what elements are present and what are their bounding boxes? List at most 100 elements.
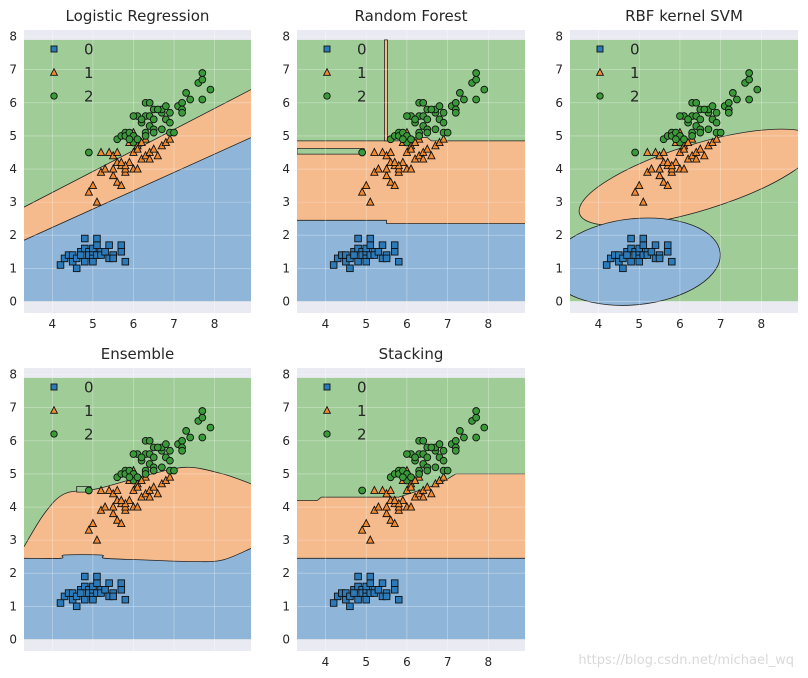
point-class-0: [374, 248, 383, 256]
point-class-0: [101, 248, 109, 256]
point-class-0: [72, 602, 81, 611]
point-class-2: [696, 115, 705, 124]
legend-label: 1: [84, 64, 94, 82]
watermark: https://blog.csdn.net/michael_wq: [578, 653, 794, 668]
legend-marker-triangle: [322, 67, 332, 76]
point-class-0: [668, 257, 676, 266]
point-class-1: [422, 482, 432, 491]
point-class-2: [85, 486, 93, 495]
legend-label: 1: [84, 402, 94, 420]
point-class-1: [374, 164, 383, 173]
point-class-2: [733, 95, 741, 104]
x-tick-label: 4: [322, 317, 330, 331]
legend-marker-square: [50, 45, 58, 53]
point-class-0: [390, 579, 399, 587]
point-class-2: [631, 148, 639, 157]
region-class-0: [570, 217, 721, 306]
point-class-2: [692, 98, 701, 107]
x-tick-label: 5: [635, 317, 643, 331]
point-class-1: [96, 485, 106, 494]
x-tick-label: 6: [130, 317, 138, 331]
legend-label: 2: [630, 88, 640, 106]
point-class-2: [182, 89, 190, 97]
y-tick-label: 4: [282, 500, 290, 514]
point-class-0: [390, 248, 399, 256]
point-class-0: [329, 599, 338, 607]
y-tick-label: 0: [282, 294, 290, 308]
point-class-2: [696, 128, 705, 137]
point-class-2: [439, 456, 448, 465]
point-class-0: [366, 234, 375, 243]
point-class-2: [704, 125, 713, 134]
point-class-0: [354, 234, 362, 243]
point-class-1: [406, 144, 416, 153]
point-class-0: [121, 595, 130, 604]
point-class-2: [206, 85, 215, 94]
point-class-2: [166, 446, 174, 455]
point-class-2: [415, 470, 423, 478]
point-class-0: [76, 589, 85, 597]
point-class-1: [357, 187, 367, 196]
legend-marker-triangle: [595, 67, 605, 76]
point-class-1: [108, 170, 118, 180]
y-tick-label: 2: [9, 228, 17, 242]
point-class-2: [724, 98, 733, 107]
point-class-2: [745, 95, 753, 104]
point-class-1: [700, 150, 709, 160]
point-class-0: [390, 241, 399, 249]
y-tick-label: 8: [555, 30, 563, 44]
point-class-2: [178, 108, 186, 117]
y-tick-label: 5: [9, 467, 17, 481]
boundary-lower: [297, 219, 525, 224]
point-class-2: [399, 473, 407, 482]
point-class-1: [691, 154, 701, 163]
point-class-2: [472, 413, 480, 422]
legend-marker-triangle: [322, 405, 332, 414]
point-class-2: [157, 463, 166, 472]
point-class-0: [362, 595, 370, 604]
point-class-0: [382, 592, 391, 601]
point-class-2: [125, 135, 134, 144]
point-class-1: [149, 482, 159, 491]
point-class-1: [116, 495, 126, 504]
y-tick-label: 4: [9, 500, 17, 514]
y-tick-label: 8: [282, 368, 290, 382]
point-class-2: [423, 115, 432, 124]
point-class-1: [663, 180, 673, 190]
point-class-1: [133, 502, 142, 511]
point-class-0: [354, 572, 362, 581]
point-class-2: [85, 148, 93, 157]
point-class-2: [419, 436, 428, 445]
point-class-1: [133, 482, 142, 491]
point-class-1: [695, 144, 705, 153]
point-class-2: [358, 486, 366, 495]
point-class-1: [390, 180, 400, 190]
point-class-1: [663, 157, 673, 166]
boundary-lower: [24, 137, 251, 241]
point-class-0: [378, 241, 387, 249]
point-class-0: [366, 579, 375, 587]
point-class-2: [427, 443, 436, 452]
point-class-1: [112, 515, 122, 524]
point-class-1: [116, 157, 126, 166]
point-class-0: [639, 241, 648, 249]
point-class-2: [149, 128, 158, 137]
point-class-1: [659, 177, 668, 186]
legend-label: 2: [84, 88, 94, 106]
rf-vertical-strip: [384, 39, 388, 142]
point-class-0: [346, 264, 354, 273]
y-tick-label: 0: [9, 632, 17, 646]
point-class-2: [472, 75, 480, 84]
point-class-0: [93, 241, 101, 249]
data-points: [329, 407, 489, 611]
region-class-0: [24, 548, 251, 640]
subplot-stacking: Stacking 4 5 6 7 8 0 1 2 3 4 5 6 7 8 0 1 2: [282, 345, 525, 669]
point-class-2: [198, 75, 207, 84]
point-class-2: [439, 108, 448, 117]
point-class-1: [712, 134, 721, 143]
y-tick-label: 7: [9, 63, 17, 77]
point-class-1: [643, 147, 652, 156]
boundary-upper: [24, 466, 251, 547]
point-class-1: [153, 150, 163, 160]
point-class-0: [390, 586, 399, 594]
